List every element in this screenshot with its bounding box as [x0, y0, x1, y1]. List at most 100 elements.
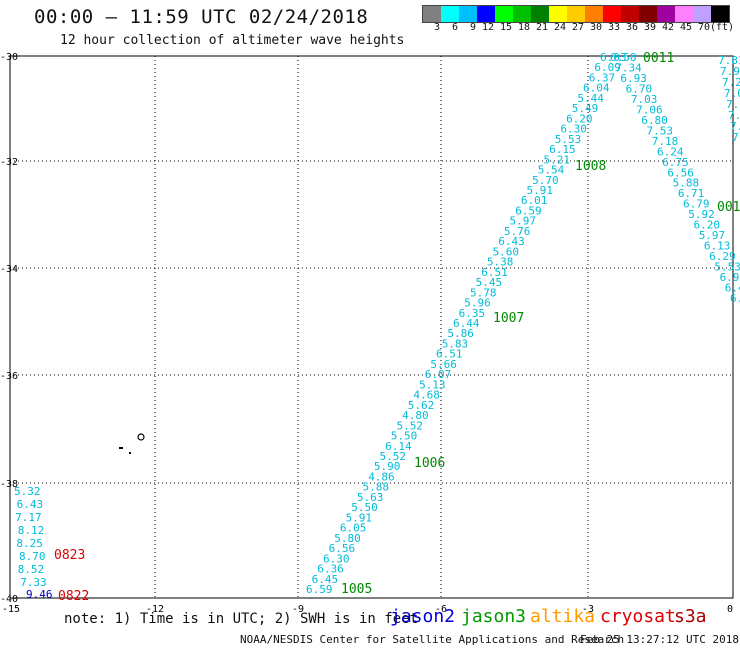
colorbar-label: 42: [661, 22, 674, 33]
x-tick-label: -3: [582, 604, 594, 615]
wave-height-label: 5.70: [532, 174, 559, 187]
wave-height-label: 7.0: [724, 87, 740, 100]
x-tick-label: -6: [435, 604, 447, 615]
wave-height-label: 7.5: [728, 109, 740, 122]
wave-height-label: 6.80: [641, 114, 668, 127]
colorbar-label: 24: [553, 22, 566, 33]
wave-height-label: 5.88: [673, 177, 700, 190]
wave-height-label: 8.52: [18, 563, 44, 576]
wave-height-label: 7.33: [20, 576, 47, 589]
wave-height-label: 7.34: [615, 61, 642, 74]
x-tick-label: -9: [292, 604, 304, 615]
wave-height-label: 9.46: [26, 588, 53, 601]
colorbar-label: 12: [481, 22, 494, 33]
wave-height-label: 5.91: [346, 511, 373, 524]
wave-height-label: 5.52: [380, 450, 407, 463]
y-tick-label: -36: [0, 371, 18, 382]
island-marker: [137, 433, 145, 441]
wave-height-label: 6.29: [709, 250, 736, 263]
wave-height-label: 5.53: [555, 133, 582, 146]
colorbar-label: (ft): [710, 22, 735, 33]
colorbar-label: 9: [469, 22, 476, 33]
colorbar-swatch: [585, 6, 603, 22]
wave-height-label: 5.97: [510, 215, 537, 228]
colorbar-swatch: [621, 6, 639, 22]
wave-height-label: 6.24: [657, 145, 684, 158]
wave-height-label: 6.04: [583, 82, 610, 95]
wave-height-label: 6.13: [704, 240, 731, 253]
satellite-altika: altika: [530, 606, 596, 627]
colorbar-swatch: [711, 6, 729, 22]
wave-height-label: 5.50: [391, 430, 418, 443]
satellite-cryosat: cryosat: [600, 606, 676, 627]
pass-time-label: 0823: [54, 548, 85, 563]
y-tick-label: -32: [0, 157, 18, 168]
wave-height-label: 7.18: [652, 135, 679, 148]
colorbar-label: 70: [697, 22, 710, 33]
x-tick-label: 0: [727, 604, 733, 615]
wave-height-label: 5.90: [374, 460, 401, 473]
colorbar-label: 18: [517, 22, 530, 33]
colorbar-label: 45: [679, 22, 692, 33]
plot-frame: [9, 55, 734, 599]
wave-height-label: 5.66: [430, 358, 457, 371]
wave-height-label: 6.56: [667, 166, 694, 179]
wave-height-label: 6.36: [317, 563, 344, 576]
wave-height-label: 5.83: [442, 337, 469, 350]
wave-height-label: 6.20: [693, 219, 720, 232]
map-subtitle: 12 hour collection of altimeter wave hei…: [60, 33, 405, 48]
wave-height-label: 4.68: [413, 389, 440, 402]
colorbar-swatch: [675, 6, 693, 22]
satellite-jason3: jason3: [461, 606, 527, 627]
wave-height-label: 6.09: [594, 61, 621, 74]
wave-height-label: 7.9: [720, 65, 740, 78]
colorbar-label: 27: [571, 22, 584, 33]
wave-height-label: 5.78: [470, 286, 497, 299]
wave-height-label: 6.37: [589, 71, 616, 84]
y-tick-label: -38: [0, 479, 18, 490]
pass-time-label: 1006: [414, 456, 445, 471]
colorbar-label: 3: [433, 22, 440, 33]
wave-height-label: 7.81: [718, 54, 740, 67]
wave-height-label: 6.14: [385, 440, 412, 453]
wave-height-label: 5.88: [363, 481, 390, 494]
y-tick-label: -40: [0, 594, 18, 605]
colorbar-swatch: [423, 6, 441, 22]
wave-height-label: 6.44: [453, 317, 480, 330]
wave-height-label: 5.13: [419, 378, 446, 391]
colorbar-swatch: [603, 6, 621, 22]
wave-height-label: 5.52: [396, 419, 423, 432]
wave-height-label: 6.35: [459, 307, 486, 320]
colorbar-label: 39: [643, 22, 656, 33]
island-marker: [119, 447, 123, 449]
pass-time-label: 0822: [58, 589, 89, 604]
wave-height-label: 6.8: [730, 292, 740, 305]
wave-height-label: 7.3: [726, 98, 740, 111]
pass-time-label: 001: [717, 200, 740, 215]
wave-height-label: 6.43: [498, 235, 525, 248]
wave-height-label: 7.0: [732, 131, 740, 144]
wave-height-label: 5.38: [487, 256, 514, 269]
colorbar-swatch: [567, 6, 585, 22]
y-tick-label: -30: [0, 52, 18, 63]
wave-height-label: 5.44: [577, 92, 604, 105]
wave-height-label: 4.80: [402, 409, 429, 422]
colorbar-swatch: [513, 6, 531, 22]
wave-height-label: 5.92: [688, 208, 715, 221]
y-tick-label: -34: [0, 264, 18, 275]
pass-time-label: 0011: [643, 51, 674, 66]
wave-height-label: 5.80: [334, 532, 361, 545]
wave-height-label: 5.32: [14, 485, 41, 498]
wave-height-label: 7.03: [631, 93, 658, 106]
wave-height-label: 5.63: [357, 491, 384, 504]
wave-height-label: 6.75: [662, 156, 689, 169]
colorbar-swatch: [693, 6, 711, 22]
credit-line: NOAA/NESDIS Center for Satellite Applica…: [240, 633, 625, 646]
wave-height-label: 6.94: [720, 271, 740, 284]
colorbar-swatch: [459, 6, 477, 22]
wave-height-label: 5.50: [351, 501, 378, 514]
wave-height-label: 6.79: [683, 198, 710, 211]
colorbar-label: 6: [451, 22, 458, 33]
wave-height-label: 8.25: [16, 537, 43, 550]
